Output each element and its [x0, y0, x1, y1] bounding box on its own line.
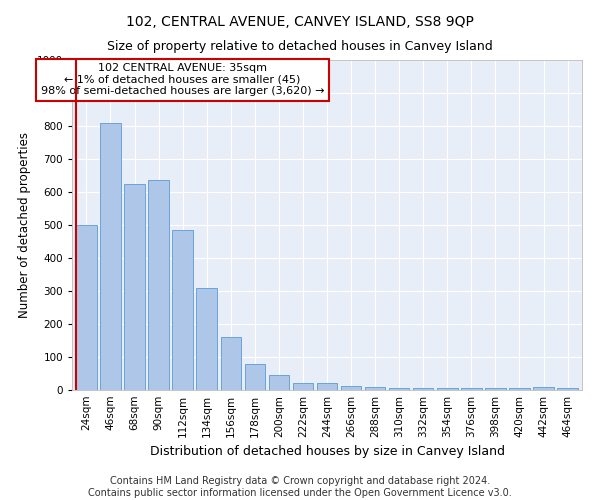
Bar — [245, 364, 265, 390]
Bar — [221, 337, 241, 390]
Bar — [413, 388, 433, 390]
Bar — [389, 388, 409, 390]
Bar — [365, 386, 385, 390]
Bar — [269, 375, 289, 390]
Y-axis label: Number of detached properties: Number of detached properties — [18, 132, 31, 318]
Bar — [485, 388, 506, 390]
Bar — [437, 388, 458, 390]
Bar — [317, 384, 337, 390]
Bar — [341, 386, 361, 390]
Bar — [124, 184, 145, 390]
Bar — [100, 122, 121, 390]
Text: 102 CENTRAL AVENUE: 35sqm
← 1% of detached houses are smaller (45)
98% of semi-d: 102 CENTRAL AVENUE: 35sqm ← 1% of detach… — [41, 63, 325, 96]
Bar — [148, 180, 169, 390]
Text: Size of property relative to detached houses in Canvey Island: Size of property relative to detached ho… — [107, 40, 493, 53]
Bar — [76, 225, 97, 390]
X-axis label: Distribution of detached houses by size in Canvey Island: Distribution of detached houses by size … — [149, 446, 505, 458]
Bar — [293, 382, 313, 390]
Bar — [196, 288, 217, 390]
Bar — [172, 230, 193, 390]
Text: 102, CENTRAL AVENUE, CANVEY ISLAND, SS8 9QP: 102, CENTRAL AVENUE, CANVEY ISLAND, SS8 … — [126, 15, 474, 29]
Bar — [461, 388, 482, 390]
Bar — [533, 386, 554, 390]
Bar — [509, 388, 530, 390]
Text: Contains HM Land Registry data © Crown copyright and database right 2024.
Contai: Contains HM Land Registry data © Crown c… — [88, 476, 512, 498]
Bar — [557, 388, 578, 390]
